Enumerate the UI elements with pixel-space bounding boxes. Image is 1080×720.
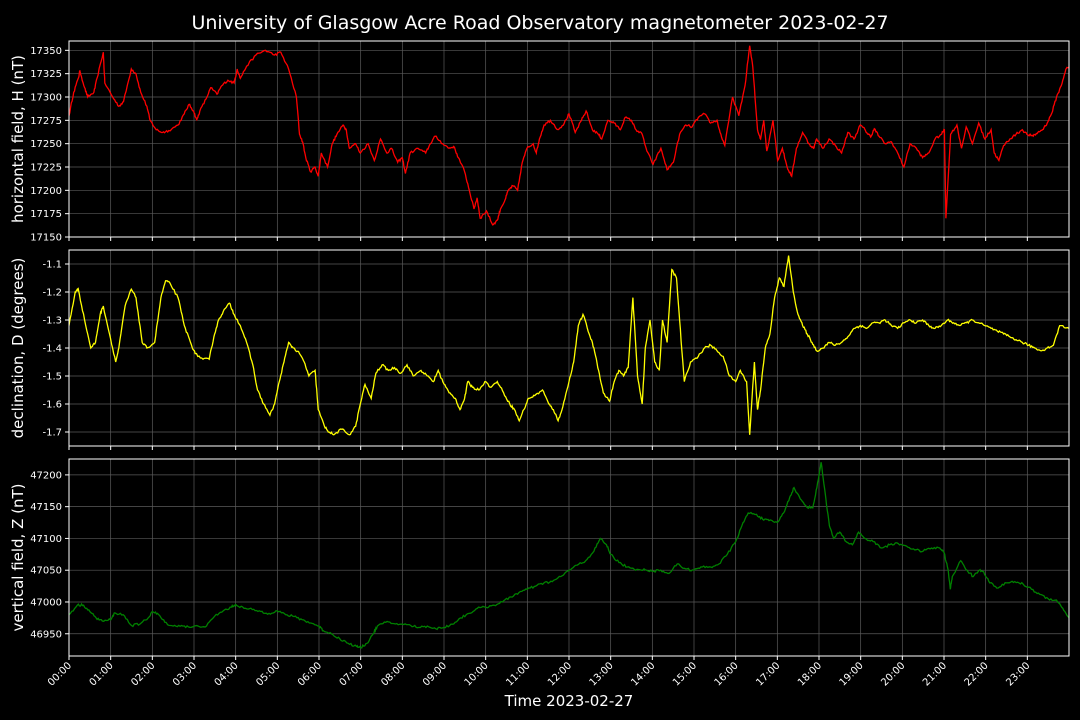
y-tick-label: 17175 bbox=[30, 209, 62, 220]
y-tick-label: -1.4 bbox=[42, 344, 62, 355]
series-line-declination bbox=[69, 255, 1069, 436]
y-tick-label: 47150 bbox=[30, 502, 62, 513]
y-tick-label: 17150 bbox=[30, 233, 62, 244]
panel-frame bbox=[68, 40, 1070, 238]
panel-frame bbox=[68, 458, 1070, 657]
panel-horizontal: 17150 17175 17200 17225 17250 17275 17300 17325… bbox=[9, 40, 1070, 244]
x-axis-label: Time 2023-02-27 bbox=[504, 692, 634, 710]
y-tick-label: 47200 bbox=[30, 470, 62, 481]
y-axis-label: horizontal field, H (nT) bbox=[9, 55, 27, 223]
chart-title: University of Glasgow Acre Road Observat… bbox=[191, 12, 888, 34]
y-tick-label: -1.6 bbox=[42, 400, 62, 411]
y-tick-label: 47100 bbox=[30, 534, 62, 545]
y-axis-label: vertical field, Z (nT) bbox=[9, 483, 27, 631]
y-tick-label: 47000 bbox=[30, 597, 62, 608]
y-tick-label: -1.2 bbox=[42, 288, 62, 299]
y-tick-label: 46950 bbox=[30, 629, 62, 640]
y-tick-label: 17300 bbox=[30, 93, 62, 104]
series-line-vertical bbox=[69, 462, 1069, 649]
y-tick-label: 17275 bbox=[30, 116, 62, 127]
panel-declination: -1.7 -1.6 -1.5 -1.4 -1.3 -1.2 -1.1 declination,… bbox=[9, 249, 1070, 450]
y-tick-label: 17225 bbox=[30, 163, 62, 174]
y-tick-label: 17350 bbox=[30, 46, 62, 57]
y-axis-label: declination, D (degrees) bbox=[9, 258, 27, 439]
y-tick-label: -1.1 bbox=[42, 260, 62, 271]
y-tick-label: -1.7 bbox=[42, 428, 62, 439]
y-tick-label: 17325 bbox=[30, 69, 62, 80]
y-tick-label: 17200 bbox=[30, 186, 62, 197]
y-tick-label: 47050 bbox=[30, 566, 62, 577]
y-tick-label: -1.3 bbox=[42, 316, 62, 327]
panel-frame bbox=[68, 249, 1070, 447]
y-tick-label: -1.5 bbox=[42, 372, 62, 383]
series-line-horizontal bbox=[69, 45, 1069, 226]
y-tick-label: 17250 bbox=[30, 139, 62, 150]
